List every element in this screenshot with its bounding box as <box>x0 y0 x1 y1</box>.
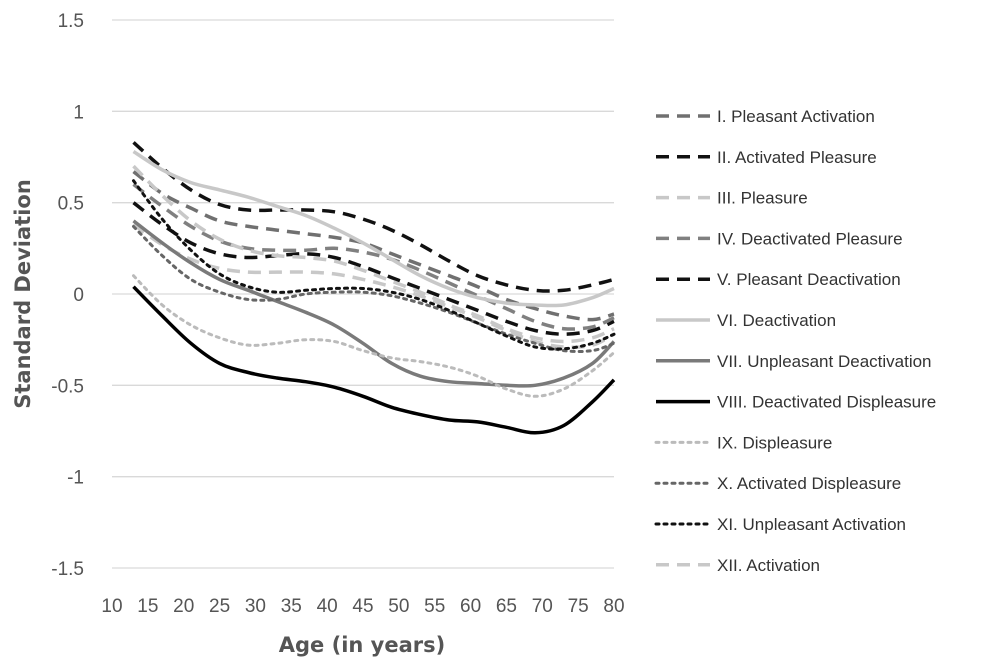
x-tick-label: 80 <box>603 596 624 617</box>
legend-item-iii-pleasure: III. Pleasure <box>656 189 808 208</box>
legend-item-v-pleasant-deactivation: V. Pleasant Deactivation <box>656 270 901 289</box>
series-line-ix-displeasure <box>132 274 616 398</box>
legend-label: VIII. Deactivated Displeasure <box>717 393 936 412</box>
x-tick-label: 50 <box>388 596 409 617</box>
y-tick-label: 0.5 <box>58 194 84 215</box>
series-line-viii-deactivated-displeasure <box>132 285 616 435</box>
legend-label: IV. Deactivated Pleasure <box>717 229 903 248</box>
grid-lines <box>112 19 614 569</box>
series-line-vii-unpleasant-deactivation <box>132 219 616 388</box>
series-line-x-activated-displeasure <box>132 224 616 353</box>
legend-label: III. Pleasure <box>717 189 808 208</box>
x-tick-label: 35 <box>281 596 302 617</box>
legend-item-xi-unpleasant-activation: XI. Unpleasant Activation <box>654 515 906 534</box>
legend-label: VII. Unpleasant Deactivation <box>717 352 932 371</box>
legend-label: XI. Unpleasant Activation <box>717 515 906 534</box>
series-line-ii-activated-pleasure <box>132 201 615 336</box>
series-line-xi-unpleasant-activation <box>132 179 616 351</box>
y-tick-label: -0.5 <box>51 376 84 397</box>
series-line-i-pleasant-activation <box>132 170 615 322</box>
x-tick-label: 10 <box>101 596 122 617</box>
series-line-iv-deactivated-pleasure <box>132 183 615 331</box>
legend-label: VI. Deactivation <box>717 311 836 330</box>
x-tick-label: 40 <box>317 596 338 617</box>
legend-label: V. Pleasant Deactivation <box>717 270 901 289</box>
y-tick-label: 0 <box>73 285 84 306</box>
series-line-v-pleasant-deactivation <box>132 141 615 293</box>
legend: I. Pleasant Activation II. Activated Plea… <box>654 107 936 575</box>
legend-item-iv-deactivated-pleasure: IV. Deactivated Pleasure <box>656 229 903 248</box>
x-tick-label: 45 <box>352 596 373 617</box>
x-tick-label: 70 <box>532 596 553 617</box>
series-line-xii-activation <box>132 164 615 344</box>
x-tick-label: 65 <box>496 596 517 617</box>
series-line-iii-pleasure <box>132 223 615 350</box>
legend-label: XII. Activation <box>717 556 820 575</box>
x-tick-label: 30 <box>245 596 266 617</box>
x-tick-label: 20 <box>173 596 194 617</box>
legend-label: I. Pleasant Activation <box>717 107 875 126</box>
legend-label: IX. Displeasure <box>717 433 832 452</box>
y-tick-label: -1.5 <box>51 559 84 580</box>
x-tick-label: 15 <box>137 596 158 617</box>
x-tick-label: 55 <box>424 596 445 617</box>
x-tick-label: 25 <box>209 596 230 617</box>
series-lines <box>132 141 616 435</box>
legend-item-ix-displeasure: IX. Displeasure <box>654 433 832 452</box>
legend-item-x-activated-displeasure: X. Activated Displeasure <box>654 474 901 493</box>
legend-item-ii-activated-pleasure: II. Activated Pleasure <box>656 148 877 167</box>
series-line-vi-deactivation <box>132 150 615 308</box>
legend-item-vii-unpleasant-deactivation: VII. Unpleasant Deactivation <box>656 352 932 371</box>
x-tick-label: 60 <box>460 596 481 617</box>
legend-item-xii-activation: XII. Activation <box>656 556 820 575</box>
x-axis-ticks: 10 15 20 25 30 35 40 45 50 55 60 65 70 75 80 <box>101 596 624 617</box>
y-tick-label: 1.5 <box>58 11 84 32</box>
x-tick-label: 75 <box>568 596 589 617</box>
x-axis-title: Age (in years) <box>279 633 445 657</box>
legend-item-vi-deactivation: VI. Deactivation <box>656 311 836 330</box>
legend-item-viii-deactivated-displeasure: VIII. Deactivated Displeasure <box>656 393 936 412</box>
legend-label: II. Activated Pleasure <box>717 148 877 167</box>
legend-label: X. Activated Displeasure <box>717 474 901 493</box>
y-axis-title: Standard Deviation <box>11 179 35 409</box>
y-axis-ticks: 1.5 1 0.5 0 -0.5 -1 -1.5 <box>51 11 84 580</box>
y-tick-label: -1 <box>67 468 84 489</box>
legend-item-i-pleasant-activation: I. Pleasant Activation <box>656 107 875 126</box>
y-tick-label: 1 <box>73 102 84 123</box>
